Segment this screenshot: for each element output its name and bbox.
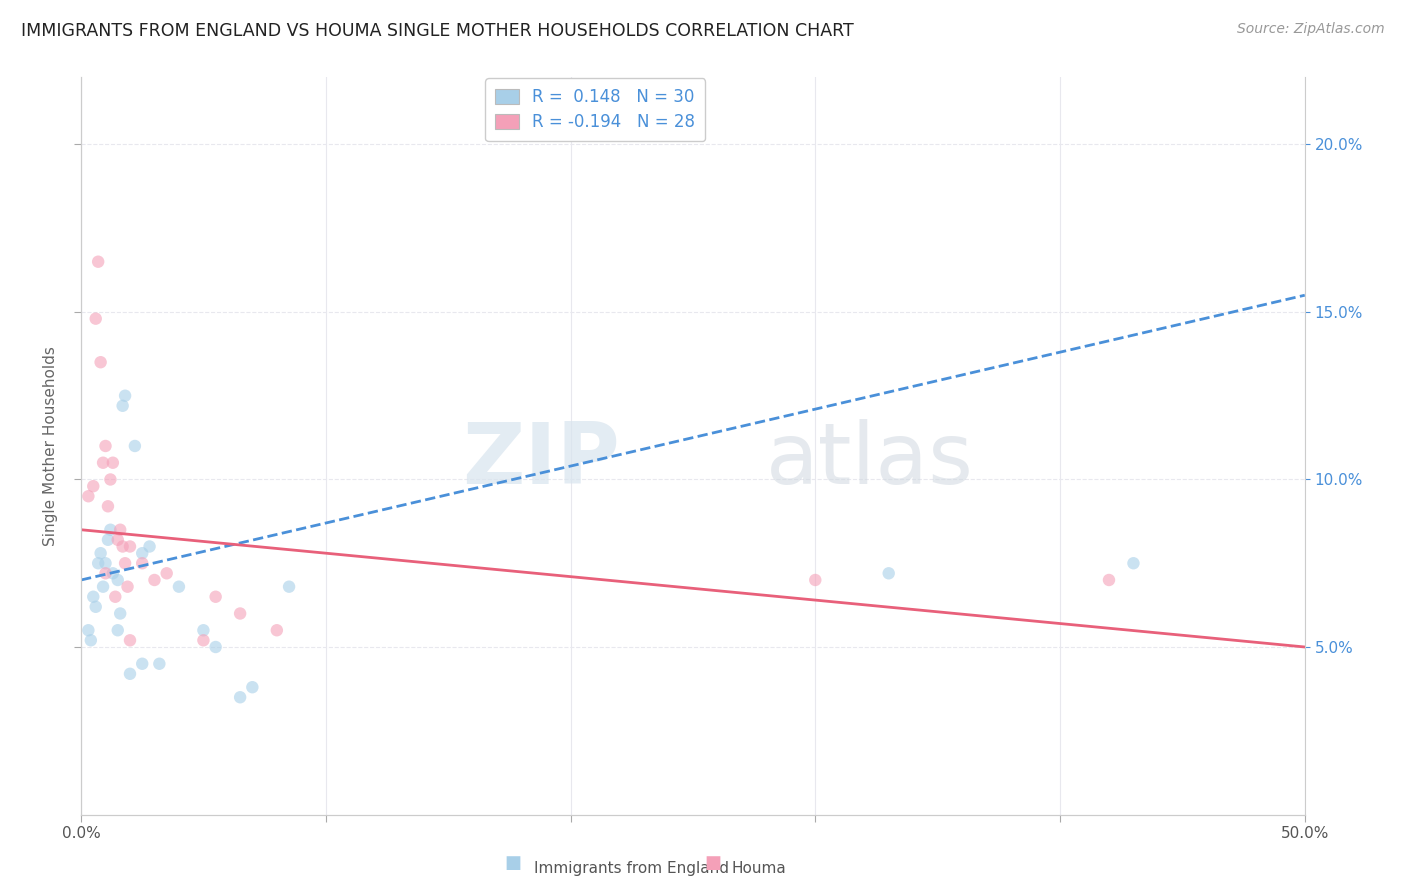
Text: atlas: atlas (766, 419, 974, 502)
Point (240, 680, 263, 694)
Text: Source: ZipAtlas.com: Source: ZipAtlas.com (1237, 22, 1385, 37)
Point (94, 556, 117, 570)
Point (114, 556, 136, 570)
Point (118, 633, 141, 648)
Point (84, 311, 107, 326)
Point (82, 590, 104, 604)
Point (107, 624, 129, 638)
Point (90, 546, 112, 560)
Point (229, 690, 252, 705)
Point (118, 540, 141, 554)
Point (77, 624, 100, 638)
Point (138, 540, 160, 554)
Point (107, 573, 129, 587)
Point (156, 566, 179, 581)
Point (101, 456, 124, 470)
Text: IMMIGRANTS FROM ENGLAND VS HOUMA SINGLE MOTHER HOUSEHOLDS CORRELATION CHART: IMMIGRANTS FROM ENGLAND VS HOUMA SINGLE … (21, 22, 853, 40)
Point (97, 533, 120, 547)
Point (204, 590, 226, 604)
Text: ■: ■ (505, 855, 522, 872)
Point (77, 489, 100, 503)
Point (877, 566, 900, 581)
Point (97, 500, 120, 514)
Y-axis label: Single Mother Households: Single Mother Households (44, 346, 58, 546)
Point (278, 580, 301, 594)
Text: Immigrants from England: Immigrants from England (534, 861, 730, 876)
Point (87, 254, 110, 268)
Point (82, 479, 104, 493)
Point (90, 355, 112, 369)
Point (91, 456, 114, 470)
Point (80, 633, 103, 648)
Text: ■: ■ (704, 855, 721, 872)
Point (117, 580, 139, 594)
Point (266, 624, 288, 638)
Point (111, 399, 134, 413)
Point (108, 523, 131, 537)
Point (91, 580, 114, 594)
Point (193, 624, 215, 638)
Point (118, 666, 141, 681)
Point (104, 590, 127, 604)
Point (131, 546, 153, 560)
Point (94, 566, 117, 581)
Point (108, 607, 131, 621)
Point (101, 566, 124, 581)
Point (107, 533, 129, 547)
Point (204, 640, 226, 654)
Point (193, 633, 215, 648)
Text: ZIP: ZIP (461, 419, 620, 502)
Point (100, 473, 122, 487)
Point (1098, 573, 1121, 587)
Point (111, 540, 134, 554)
Point (124, 439, 146, 453)
Point (229, 607, 252, 621)
Legend: R =  0.148   N = 30, R = -0.194   N = 28: R = 0.148 N = 30, R = -0.194 N = 28 (485, 78, 704, 141)
Point (143, 573, 166, 587)
Point (84, 599, 107, 614)
Point (1122, 556, 1144, 570)
Point (114, 389, 136, 403)
Point (94, 439, 117, 453)
Point (87, 556, 110, 570)
Point (131, 657, 153, 671)
Point (148, 657, 170, 671)
Point (804, 573, 827, 587)
Point (100, 523, 122, 537)
Point (167, 580, 190, 594)
Point (131, 556, 153, 570)
Text: Houma: Houma (731, 861, 786, 876)
